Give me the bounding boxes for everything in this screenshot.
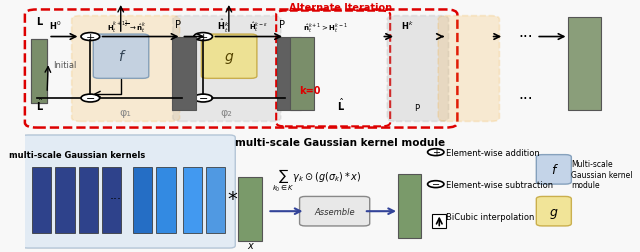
FancyBboxPatch shape — [290, 37, 314, 111]
Text: $\mathbf{H}^{k+1\frac{1}{2}}_t \rightarrow \hat{\mathbf{n}}^k_t$: $\mathbf{H}^{k+1\frac{1}{2}}_t \rightarr… — [108, 18, 147, 35]
FancyBboxPatch shape — [536, 197, 572, 226]
Circle shape — [194, 34, 212, 41]
FancyBboxPatch shape — [568, 18, 600, 111]
Text: P: P — [414, 104, 419, 113]
Text: multi-scale Gaussian kernel module: multi-scale Gaussian kernel module — [236, 137, 445, 147]
FancyBboxPatch shape — [22, 135, 236, 248]
FancyBboxPatch shape — [202, 35, 257, 79]
Text: ···: ··· — [519, 91, 533, 106]
FancyBboxPatch shape — [93, 35, 148, 79]
FancyBboxPatch shape — [173, 17, 281, 122]
Text: −: − — [86, 94, 95, 104]
Text: $\hat{\mathbf{H}}^{k-\epsilon}_t$: $\hat{\mathbf{H}}^{k-\epsilon}_t$ — [249, 21, 268, 34]
Text: $\hat{\mathbf{H}}^k_t$: $\hat{\mathbf{H}}^k_t$ — [217, 18, 230, 35]
FancyBboxPatch shape — [172, 37, 196, 111]
FancyBboxPatch shape — [31, 40, 47, 104]
FancyBboxPatch shape — [32, 167, 51, 233]
Text: +: + — [198, 33, 208, 42]
Text: Alternate Iteration: Alternate Iteration — [289, 3, 392, 13]
Text: BiCubic interpolation: BiCubic interpolation — [445, 212, 534, 221]
Text: $\sum_{k_0 \in K} \gamma_k \odot (g(\sigma_k) * x)$: $\sum_{k_0 \in K} \gamma_k \odot (g(\sig… — [272, 166, 362, 193]
FancyBboxPatch shape — [31, 40, 47, 104]
Text: g: g — [225, 50, 233, 64]
Text: Multi-scale
Gaussian kernel
module: Multi-scale Gaussian kernel module — [572, 160, 633, 190]
Text: P: P — [279, 20, 285, 29]
Circle shape — [194, 95, 212, 103]
Text: k=0: k=0 — [300, 86, 321, 96]
Text: Assemble: Assemble — [314, 207, 355, 216]
FancyBboxPatch shape — [79, 167, 98, 233]
Text: $\hat{\mathbf{n}}^{k+1}_t > \mathbf{H}^{k-1}_t$: $\hat{\mathbf{n}}^{k+1}_t > \mathbf{H}^{… — [303, 21, 349, 35]
Text: $\mathbf{L}$: $\mathbf{L}$ — [35, 15, 44, 27]
FancyBboxPatch shape — [300, 197, 370, 226]
Text: Element-wise addition: Element-wise addition — [445, 148, 540, 157]
Text: $\mathbf{H}^k$: $\mathbf{H}^k$ — [401, 20, 414, 32]
FancyBboxPatch shape — [182, 167, 202, 233]
FancyBboxPatch shape — [387, 17, 449, 122]
Text: $\hat{\mathbf{L}}$: $\hat{\mathbf{L}}$ — [337, 97, 344, 113]
Text: P: P — [175, 20, 181, 29]
Text: $\hat{\mathbf{L}}$: $\hat{\mathbf{L}}$ — [35, 97, 44, 113]
FancyBboxPatch shape — [536, 155, 572, 184]
Text: +: + — [432, 148, 440, 158]
FancyBboxPatch shape — [102, 167, 122, 233]
Text: Element-wise subtraction: Element-wise subtraction — [445, 180, 553, 189]
Text: f: f — [118, 50, 123, 64]
Text: *: * — [227, 190, 237, 209]
FancyBboxPatch shape — [277, 37, 301, 111]
FancyBboxPatch shape — [438, 17, 499, 122]
FancyBboxPatch shape — [238, 177, 262, 241]
Text: $\mathbf{H}^0$: $\mathbf{H}^0$ — [49, 20, 61, 32]
Circle shape — [81, 34, 100, 41]
Circle shape — [81, 95, 100, 103]
Text: f: f — [552, 163, 556, 176]
Text: −: − — [432, 179, 440, 190]
Text: −: − — [198, 94, 208, 104]
Text: ···: ··· — [109, 193, 122, 206]
FancyBboxPatch shape — [206, 167, 225, 233]
FancyBboxPatch shape — [72, 17, 180, 122]
Circle shape — [428, 181, 444, 188]
Text: multi-scale Gaussian kernels: multi-scale Gaussian kernels — [10, 150, 146, 160]
Circle shape — [428, 149, 444, 156]
Text: φ₂: φ₂ — [221, 108, 232, 118]
Text: +: + — [86, 33, 95, 42]
Text: Initial: Initial — [53, 61, 76, 70]
FancyBboxPatch shape — [432, 214, 446, 229]
FancyBboxPatch shape — [55, 167, 74, 233]
FancyBboxPatch shape — [156, 167, 175, 233]
FancyBboxPatch shape — [398, 175, 421, 238]
Text: x: x — [247, 240, 253, 250]
Text: g: g — [550, 205, 558, 218]
FancyBboxPatch shape — [133, 167, 152, 233]
Text: φ₁: φ₁ — [120, 108, 131, 118]
Text: ···: ··· — [519, 30, 533, 45]
